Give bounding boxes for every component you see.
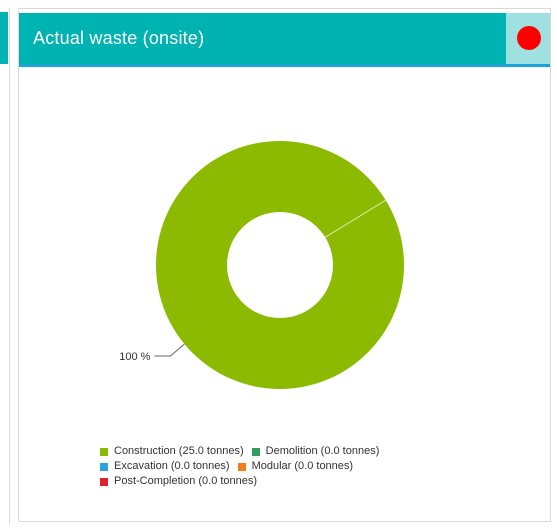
chart-legend: Construction (25.0 tonnes) Demolition (0.… (100, 444, 460, 489)
legend-label: Construction (25.0 tonnes) (114, 445, 244, 457)
data-label-percent: 100 % (119, 351, 150, 363)
legend-swatch-icon (100, 477, 108, 486)
status-dot-icon (517, 26, 541, 50)
legend-row: Construction (25.0 tonnes) Demolition (0.… (100, 444, 460, 459)
legend-item[interactable]: Modular (0.0 tonnes) (237, 459, 354, 474)
status-indicator[interactable] (506, 13, 550, 64)
legend-swatch-icon (100, 462, 108, 471)
legend-label: Modular (0.0 tonnes) (251, 460, 354, 472)
legend-item[interactable]: Post-Completion (0.0 tonnes) (100, 474, 257, 489)
data-label-leader-line (154, 343, 185, 357)
legend-row: Post-Completion (0.0 tonnes) (100, 474, 460, 489)
legend-label: Demolition (0.0 tonnes) (265, 445, 380, 457)
actual-waste-widget: Actual waste (onsite) (18, 8, 551, 522)
legend-label: Post-Completion (0.0 tonnes) (114, 475, 258, 487)
widget-header: Actual waste (onsite) (19, 13, 550, 67)
legend-row: Excavation (0.0 tonnes) Modular (0.0 tonn… (100, 459, 460, 474)
donut-slice-construction[interactable] (156, 141, 404, 389)
legend-swatch-icon (237, 462, 246, 471)
legend-item[interactable]: Construction (25.0 tonnes) (100, 444, 244, 459)
legend-item[interactable]: Excavation (0.0 tonnes) (100, 459, 230, 474)
adjacent-widget-edge (0, 8, 10, 524)
legend-item[interactable]: Demolition (0.0 tonnes) (251, 444, 380, 459)
legend-swatch-icon (100, 447, 108, 456)
widget-title: Actual waste (onsite) (33, 28, 205, 48)
slice-seam (324, 199, 386, 238)
legend-swatch-icon (251, 447, 260, 456)
legend-label: Excavation (0.0 tonnes) (114, 460, 230, 472)
adjacent-widget-header-edge (0, 12, 8, 64)
